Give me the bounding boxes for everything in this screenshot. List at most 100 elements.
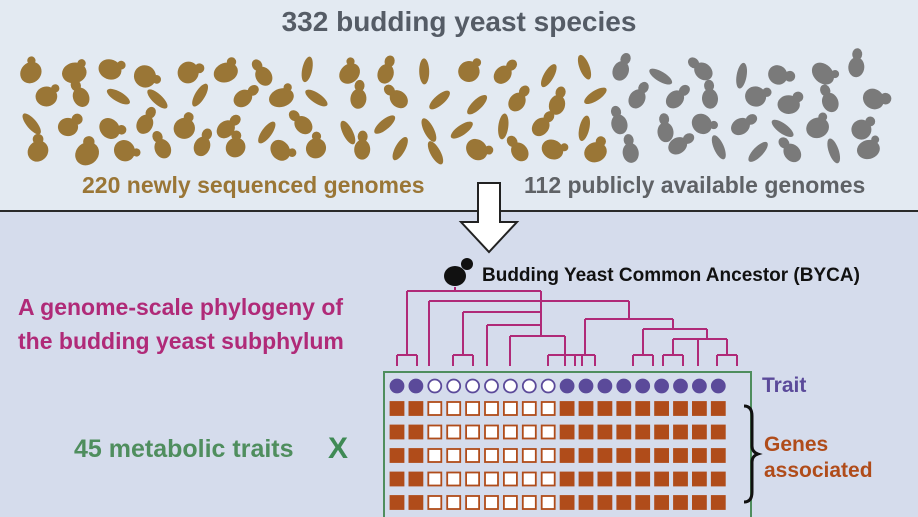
public-genomes-label: 112 publicly available genomes (524, 172, 866, 198)
gene-square (446, 495, 462, 510)
yeast-cell-icon (691, 113, 718, 135)
yeast-cell-icon (731, 114, 758, 136)
yeast-cell-icon (392, 136, 408, 161)
trait-circle (521, 378, 537, 394)
yeast-cell-icon (177, 61, 205, 84)
gene-square (446, 471, 462, 487)
gene-square (427, 471, 443, 487)
yeast-cell-icon (508, 85, 530, 112)
trait-circle (408, 378, 424, 394)
yeast-cell-icon (113, 140, 141, 162)
gene-square (559, 424, 575, 440)
phylogeny-panel (0, 212, 918, 517)
gene-square (484, 448, 499, 463)
gene-square (635, 471, 651, 487)
trait-circle (540, 378, 556, 394)
trait-circle (446, 378, 462, 394)
yeast-cell-icon (657, 113, 674, 143)
gene-square (521, 471, 537, 487)
gene-square (673, 471, 688, 487)
gene-square (559, 471, 575, 487)
trait-circle (465, 378, 481, 394)
yeast-cell-icon (427, 141, 444, 165)
yeast-cell-icon (498, 113, 509, 140)
gene-square (710, 401, 726, 416)
gene-square (616, 424, 632, 440)
gene-square (673, 495, 688, 510)
byca-label: Budding Yeast Common Ancestor (BYCA) (482, 265, 860, 286)
gene-square (654, 471, 669, 487)
gene-square (692, 495, 707, 510)
gene-square (540, 471, 556, 487)
yeast-cell-icon (711, 135, 726, 160)
yeast-cell-icon (649, 68, 673, 85)
yeast-cell-icon (668, 133, 695, 155)
gene-square (654, 401, 669, 416)
phylogeny-label: A genome-scale phylogeny of the budding … (18, 290, 344, 358)
yeast-cell-icon (612, 52, 631, 81)
gene-square (408, 424, 424, 440)
gene-square (710, 495, 726, 510)
yeast-cell-icon (301, 56, 313, 83)
gene-square (521, 448, 537, 463)
trait-circle (616, 378, 632, 394)
trait-circle (654, 378, 669, 394)
yeast-cell-icon (421, 118, 437, 142)
gene-square (389, 424, 405, 440)
genes-legend-line2: associated (764, 459, 873, 482)
yeast-cell-icon (578, 115, 590, 142)
yeast-cell-icon (610, 105, 628, 135)
yeast-cell-icon (806, 112, 829, 139)
yeast-cell-icon (848, 48, 865, 78)
new-genomes-label: 220 newly sequenced genomes (82, 172, 425, 198)
yeast-cell-icon (701, 79, 719, 109)
yeast-cell-icon (458, 58, 482, 82)
gene-square (559, 401, 575, 416)
yeast-cell-icon (258, 121, 276, 144)
gene-square (635, 495, 651, 510)
gene-square (692, 401, 707, 416)
gene-square (692, 448, 707, 463)
gene-square (408, 401, 424, 416)
yeast-cell-icon (540, 64, 557, 88)
yeast-cell-icon (62, 59, 87, 84)
yeast-cell-icon (339, 57, 360, 84)
yeast-cell-icon (811, 62, 840, 85)
yeast-cell-icon (466, 138, 494, 161)
gene-square (484, 401, 499, 416)
yeast-cell-icon (98, 59, 126, 80)
budding-yeast-icon (444, 258, 473, 286)
gene-square (389, 401, 405, 416)
yeast-cell-icon (777, 91, 804, 114)
yeast-cell-icon (216, 114, 241, 139)
gene-square (446, 448, 462, 463)
yeast-cell-icon (193, 128, 213, 157)
gene-square (559, 448, 575, 463)
gene-square (654, 448, 669, 463)
gene-square (540, 401, 556, 416)
yeast-cell-icon (736, 62, 748, 89)
gene-square (484, 424, 499, 440)
gene-square (635, 401, 651, 416)
gene-square (427, 495, 443, 510)
yeast-cell-icon (305, 131, 327, 159)
yeast-cell-icon (27, 133, 49, 162)
yeast-cell-icon (213, 57, 238, 83)
gene-square (616, 495, 632, 510)
yeast-cell-icon (377, 55, 395, 84)
page-title: 332 budding yeast species (281, 6, 637, 37)
gene-square (427, 448, 443, 463)
gene-square (597, 495, 613, 510)
trait-circle (597, 378, 613, 394)
gene-square (578, 424, 594, 440)
genes-bracket (743, 404, 763, 504)
yeast-cell-icon (269, 83, 294, 108)
gene-square (597, 471, 613, 487)
yeast-cell-icon (383, 84, 408, 109)
yeast-cell-icon (340, 120, 356, 145)
gene-square (559, 495, 575, 510)
yeast-cell-icon (748, 141, 768, 162)
yeast-cell-icon (419, 58, 430, 85)
gene-square (408, 471, 424, 487)
